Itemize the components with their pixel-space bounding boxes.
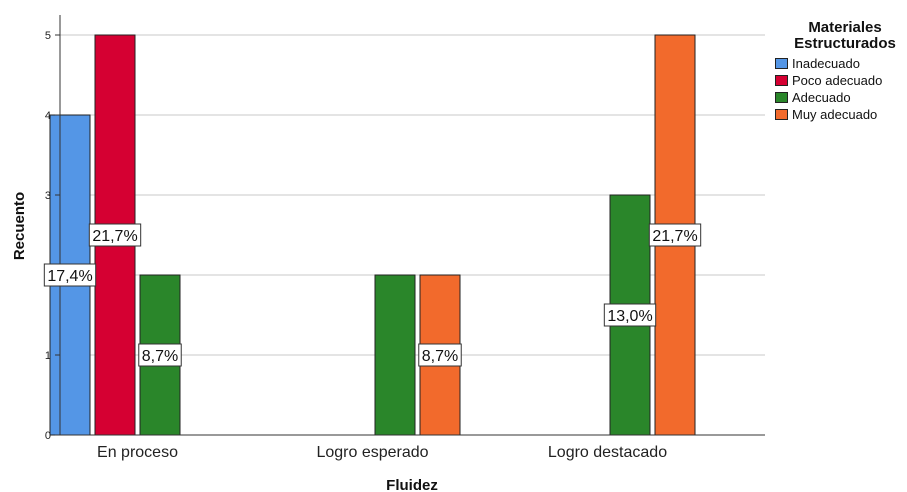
data-label: 21,7% — [648, 223, 702, 247]
data-label-box — [603, 303, 657, 327]
legend-label: Poco adecuado — [792, 73, 883, 88]
legend-swatch — [775, 58, 788, 69]
y-tick-label: 3 — [45, 190, 51, 202]
y-tick-label: 0 — [45, 430, 51, 442]
legend-items: Inadecuado Poco adecuado Adecuado Muy adecu… — [775, 55, 905, 123]
x-axis-title: Fluidez — [386, 477, 438, 492]
legend-swatch — [775, 92, 788, 103]
legend-label: Adecuado — [792, 90, 851, 105]
data-label-box — [88, 223, 142, 247]
x-tick-label: Logro destacado — [548, 444, 667, 461]
y-tick-label: 1 — [45, 350, 51, 362]
bar — [374, 274, 416, 436]
data-label: 8,7% — [138, 343, 182, 367]
legend-label: Muy adecuado — [792, 107, 878, 122]
data-label-text: 21,7% — [92, 228, 137, 245]
bars — [49, 34, 696, 436]
y-axis-title: Recuento — [11, 192, 28, 260]
data-label-text: 21,7% — [652, 228, 697, 245]
legend-item: Muy adecuado — [775, 106, 905, 123]
legend-item: Poco adecuado — [775, 72, 905, 89]
legend-item: Inadecuado — [775, 55, 905, 72]
legend-swatch — [775, 109, 788, 120]
data-label: 13,0% — [603, 303, 657, 327]
legend-item: Adecuado — [775, 89, 905, 106]
data-label-box — [648, 223, 702, 247]
x-tick-label: En proceso — [97, 444, 178, 461]
data-label-text: 8,7% — [142, 348, 178, 365]
data-label-text: 8,7% — [422, 348, 458, 365]
x-tick-label: Logro esperado — [316, 444, 428, 461]
data-label-text: 17,4% — [47, 268, 92, 285]
legend: Materiales Estructurados Inadecuado Poco … — [775, 20, 905, 123]
y-tick-label: 5 — [45, 30, 51, 42]
data-label: 17,4% — [43, 263, 97, 287]
data-label-box — [138, 343, 182, 367]
legend-label: Inadecuado — [792, 56, 860, 71]
y-tick-label: 4 — [45, 110, 51, 122]
data-label-box — [418, 343, 462, 367]
data-label-text: 13,0% — [607, 308, 652, 325]
data-label-box — [43, 263, 97, 287]
legend-title: Materiales Estructurados — [794, 19, 896, 52]
data-label: 8,7% — [418, 343, 462, 367]
data-labels: 17,4% 21,7% 8,7% 8,7% 13,0% 21,7% — [43, 223, 702, 367]
legend-swatch — [775, 75, 788, 86]
data-label: 21,7% — [88, 223, 142, 247]
